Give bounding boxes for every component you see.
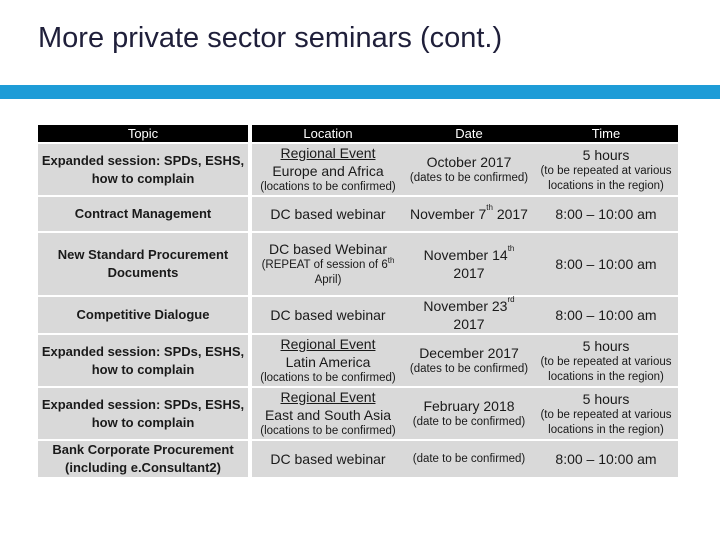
time-cell: 8:00 – 10:00 am (534, 295, 678, 334)
date-cell: November 23rd 2017 (404, 295, 534, 334)
date-cell: November 7th 2017 (404, 195, 534, 232)
time-cell: 5 hours (to be repeated at various locat… (534, 142, 678, 196)
time-cell: 8:00 – 10:00 am (534, 231, 678, 296)
location-note: (locations to be confirmed) (260, 181, 396, 193)
header-topic: Topic (38, 125, 248, 143)
topic-cell: Expanded session: SPDs, ESHS, how to com… (38, 142, 248, 196)
table-header-row: Topic Location Date Time (38, 125, 678, 143)
date-cell: November 14th 2017 (404, 231, 534, 296)
table-row: Expanded session: SPDs, ESHS, how to com… (38, 142, 678, 196)
date-main: November 7th 2017 (410, 203, 528, 223)
time-main: 8:00 – 10:00 am (555, 256, 657, 272)
location-cell: Regional Event East and South Asia (loca… (252, 386, 404, 440)
time-cell: 8:00 – 10:00 am (534, 195, 678, 232)
table-row: Contract Management DC based webinar Nov… (38, 195, 678, 232)
date-cell: December 2017 (dates to be confirmed) (404, 333, 534, 387)
date-note: (date to be confirmed) (412, 452, 526, 465)
date-main: December 2017 (419, 345, 519, 361)
topic-cell: Contract Management (38, 195, 248, 232)
table-row: New Standard Procurement Documents DC ba… (38, 231, 678, 296)
time-note: (to be repeated at various locations in … (540, 355, 672, 383)
location-event: Regional Event (280, 336, 376, 352)
location-note: (locations to be confirmed) (260, 425, 396, 437)
date-cell: October 2017 (dates to be confirmed) (404, 142, 534, 196)
time-cell: 8:00 – 10:00 am (534, 439, 678, 477)
time-note: (to be repeated at various locations in … (540, 408, 672, 436)
time-main: 8:00 – 10:00 am (555, 451, 657, 467)
topic-cell: New Standard Procurement Documents (38, 231, 248, 296)
location-region: Europe and Africa (272, 163, 384, 179)
location-cell: DC based webinar (252, 439, 404, 477)
slide-title: More private sector seminars (cont.) (38, 22, 503, 54)
location-main: DC based Webinar (268, 241, 388, 257)
time-note: (to be repeated at various locations in … (540, 164, 672, 192)
topic-cell: Competitive Dialogue (38, 295, 248, 334)
date-year: 2017 (453, 265, 485, 281)
time-main: 8:00 – 10:00 am (555, 307, 657, 323)
date-main: October 2017 (426, 154, 512, 170)
date-note: (dates to be confirmed) (409, 363, 529, 375)
location-cell: DC based Webinar (REPEAT of session of 6… (252, 231, 404, 296)
location-cell: DC based webinar (252, 195, 404, 232)
accent-bar (0, 85, 720, 99)
header-location: Location (252, 125, 404, 143)
location-cell: Regional Event Europe and Africa (locati… (252, 142, 404, 196)
table-row: Bank Corporate Procurement (including e.… (38, 439, 678, 477)
table-row: Expanded session: SPDs, ESHS, how to com… (38, 386, 678, 440)
table-row: Competitive Dialogue DC based webinar No… (38, 295, 678, 334)
seminar-table: Topic Location Date Time Expanded sessio… (38, 125, 678, 477)
header-date: Date (404, 125, 534, 143)
location-main: DC based webinar (270, 307, 386, 323)
time-main: 5 hours (582, 390, 630, 407)
time-cell: 5 hours (to be repeated at various locat… (534, 386, 678, 440)
header-time: Time (534, 125, 678, 143)
location-main: DC based webinar (270, 206, 386, 222)
location-region: Latin America (285, 354, 371, 370)
location-event: Regional Event (280, 389, 376, 405)
topic-cell: Expanded session: SPDs, ESHS, how to com… (38, 386, 248, 440)
location-note: (locations to be confirmed) (260, 372, 396, 384)
time-main: 5 hours (582, 146, 630, 163)
date-main: November 23rd (423, 295, 515, 315)
date-cell: February 2018 (date to be confirmed) (404, 386, 534, 440)
date-main: February 2018 (423, 398, 515, 414)
topic-cell: Expanded session: SPDs, ESHS, how to com… (38, 333, 248, 387)
date-note: (date to be confirmed) (412, 416, 526, 428)
date-year: 2017 (453, 316, 485, 332)
date-cell: (date to be confirmed) (404, 439, 534, 477)
location-cell: DC based webinar (252, 295, 404, 334)
time-main: 5 hours (582, 337, 630, 354)
location-event: Regional Event (280, 145, 376, 161)
date-note: (dates to be confirmed) (409, 172, 529, 184)
time-cell: 5 hours (to be repeated at various locat… (534, 333, 678, 387)
date-main: November 14th (423, 244, 515, 264)
topic-cell: Bank Corporate Procurement (including e.… (38, 439, 248, 477)
time-main: 8:00 – 10:00 am (555, 206, 657, 222)
table-row: Expanded session: SPDs, ESHS, how to com… (38, 333, 678, 387)
location-main: DC based webinar (270, 451, 386, 467)
location-cell: Regional Event Latin America (locations … (252, 333, 404, 387)
location-note: (REPEAT of session of 6th April) (261, 256, 395, 287)
location-region: East and South Asia (264, 407, 392, 423)
